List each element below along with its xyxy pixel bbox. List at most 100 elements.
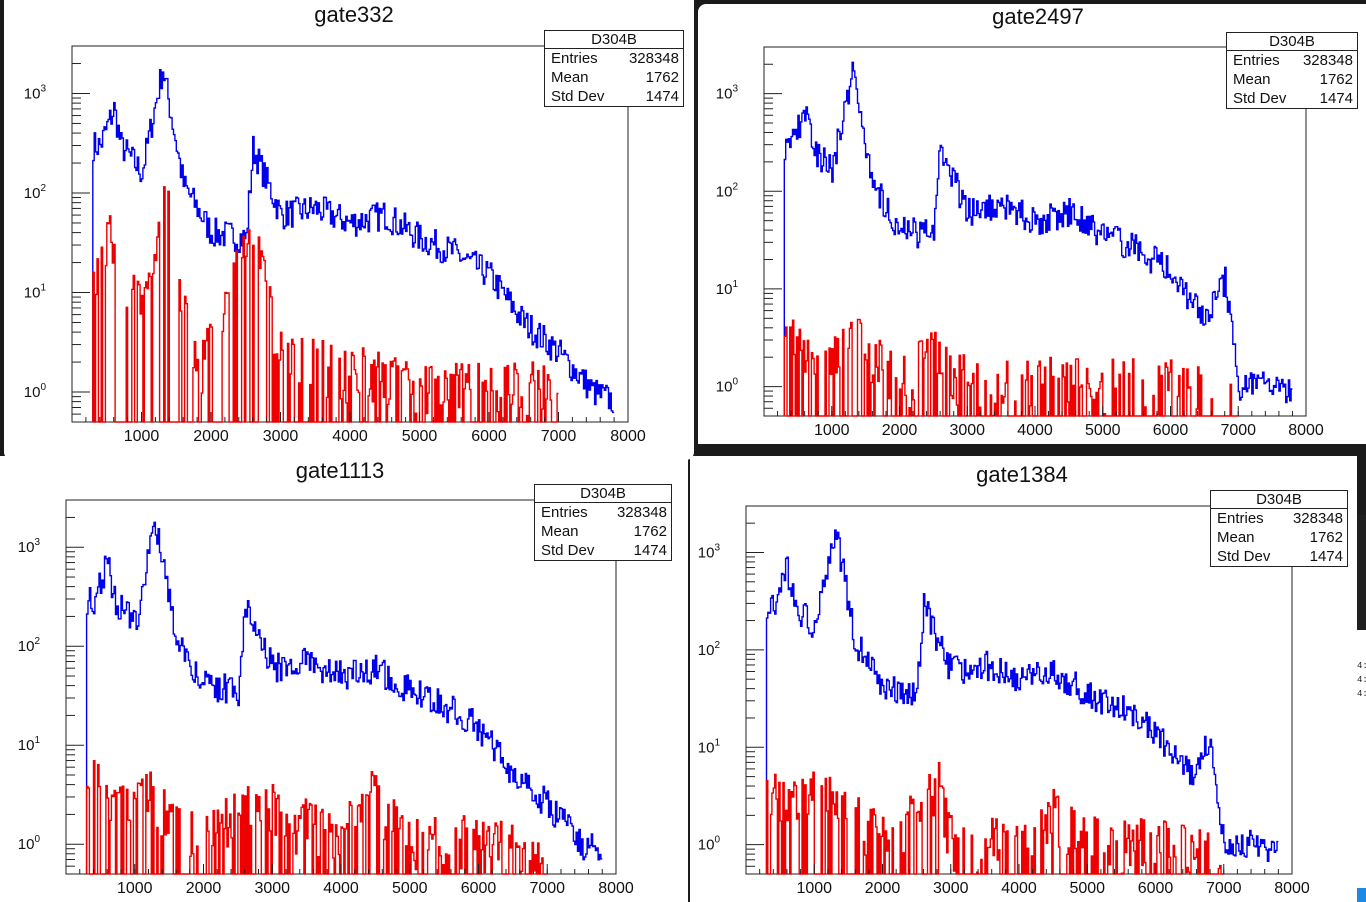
edge-text-1: 4:	[1357, 661, 1366, 671]
stats-box: D304B Entries 328348 Mean 1762 Std Dev 1474	[544, 30, 684, 107]
x-tick-label: 2000	[186, 880, 222, 897]
stats-stddev-label: Std Dev	[1233, 90, 1287, 107]
chart-svg: 1000 2000 3000 4000 5000 6000 7000 8000 100 101 10…	[698, 505, 1310, 897]
edge-text-2: 4:	[1357, 675, 1366, 685]
adjacent-window-dark-area	[1357, 515, 1366, 630]
y-tick-label: 103	[698, 542, 721, 561]
x-tick-label: 6000	[1138, 880, 1174, 897]
chart-title: gate1113	[295, 458, 385, 483]
stats-stddev-value: 1474	[645, 88, 679, 105]
x-tick-label: 8000	[598, 880, 634, 897]
series-red	[92, 186, 559, 423]
series-red	[783, 318, 1239, 417]
stats-entries-value: 328348	[1302, 52, 1353, 69]
x-tick-label: 4000	[332, 428, 368, 445]
x-tick-label: 1000	[796, 880, 832, 897]
stats-name: D304B	[1211, 491, 1347, 509]
chart-svg: 1000 2000 3000 4000 5000 6000 7000 8000 100 101 10…	[18, 499, 634, 897]
series-red	[85, 760, 548, 875]
x-tick-label: 2000	[193, 428, 229, 445]
x-tick-label: 7000	[1206, 880, 1242, 897]
chart-panel-3: gate1113 1000 2000 3000 4000 5000 6000 7000 800…	[0, 456, 688, 902]
chart-title: gate1384	[976, 462, 1068, 487]
y-tick-label: 101	[18, 735, 41, 754]
stats-entries-label: Entries	[551, 50, 598, 67]
x-tick-label: 8000	[1274, 880, 1310, 897]
stats-mean-label: Mean	[1233, 71, 1271, 88]
chart-svg: 1000 2000 3000 4000 5000 6000 7000 8000 100 101 10…	[716, 46, 1324, 439]
chart-title: gate332	[314, 2, 394, 27]
stats-entries-value: 328348	[616, 504, 667, 521]
stats-entries-value: 328348	[1292, 510, 1343, 527]
x-tick-label: 5000	[392, 880, 428, 897]
x-tick-label: 5000	[1069, 880, 1105, 897]
adjacent-window-accent	[1357, 888, 1366, 902]
stats-stddev-value: 1474	[1309, 548, 1343, 565]
stats-stddev-label: Std Dev	[551, 88, 605, 105]
x-tick-label: 6000	[461, 880, 497, 897]
stats-name: D304B	[545, 31, 683, 49]
stats-stddev-value: 1474	[1319, 90, 1353, 107]
stats-mean-label: Mean	[541, 523, 579, 540]
y-tick-label: 100	[698, 835, 721, 854]
series-blue	[92, 69, 615, 422]
y-tick-label: 100	[18, 834, 41, 853]
stats-box: D304B Entries 328348 Mean 1762 Std Dev 1474	[534, 484, 672, 561]
stats-stddev-label: Std Dev	[1217, 548, 1271, 565]
stats-stddev-label: Std Dev	[541, 542, 595, 559]
y-tick-label: 103	[18, 537, 41, 556]
x-tick-label: 6000	[1153, 422, 1189, 439]
x-tick-label: 7000	[529, 880, 565, 897]
adjacent-window-edge: 4: 4: 4:	[1357, 515, 1366, 902]
chart-panel-2: gate2497 1000 2000 3000 4000 5000 6000 7000 800…	[698, 4, 1366, 444]
chart-panel-4: gate1384 1000 2000 3000 4000 5000 6000 7000 800…	[690, 456, 1357, 902]
y-tick-label: 100	[24, 382, 47, 401]
x-tick-label: 5000	[1085, 422, 1121, 439]
x-tick-label: 8000	[610, 428, 646, 445]
y-tick-label: 102	[716, 181, 739, 200]
x-tick-label: 4000	[323, 880, 359, 897]
x-tick-label: 4000	[1017, 422, 1053, 439]
y-tick-label: 103	[716, 84, 739, 103]
x-tick-label: 4000	[1001, 880, 1037, 897]
stats-mean-value: 1762	[645, 69, 679, 86]
y-tick-label: 103	[24, 83, 47, 102]
x-tick-label: 2000	[865, 880, 901, 897]
stats-name: D304B	[535, 485, 671, 503]
x-tick-label: 5000	[402, 428, 438, 445]
x-tick-label: 1000	[117, 880, 153, 897]
x-tick-label: 6000	[471, 428, 507, 445]
series-blue	[765, 529, 1279, 874]
stats-name: D304B	[1227, 33, 1357, 51]
y-tick-label: 102	[24, 183, 47, 202]
stats-entries-value: 328348	[628, 50, 679, 67]
stats-mean-label: Mean	[551, 69, 589, 86]
y-tick-label: 101	[698, 737, 721, 756]
x-tick-label: 3000	[949, 422, 985, 439]
stats-mean-value: 1762	[1309, 529, 1343, 546]
x-tick-label: 7000	[1220, 422, 1256, 439]
x-tick-label: 8000	[1288, 422, 1324, 439]
edge-text-3: 4:	[1357, 689, 1366, 699]
stats-box: D304B Entries 328348 Mean 1762 Std Dev 1474	[1226, 32, 1358, 109]
x-tick-label: 1000	[124, 428, 160, 445]
x-tick-label: 3000	[263, 428, 299, 445]
chart-svg: 1000 2000 3000 4000 5000 6000 7000 8000 100 101 10…	[24, 45, 646, 445]
x-tick-label: 2000	[882, 422, 918, 439]
stats-entries-label: Entries	[1217, 510, 1264, 527]
x-tick-label: 3000	[254, 880, 290, 897]
x-tick-label: 7000	[541, 428, 577, 445]
chart-title: gate2497	[992, 4, 1084, 29]
x-tick-label: 3000	[933, 880, 969, 897]
stats-stddev-value: 1474	[633, 542, 667, 559]
series-blue	[85, 521, 603, 874]
stats-mean-value: 1762	[633, 523, 667, 540]
stats-entries-label: Entries	[541, 504, 588, 521]
chart-panel-1: gate332 1000 2000 3000 4000 5000 6000 7000 8000…	[4, 0, 694, 460]
stats-box: D304B Entries 328348 Mean 1762 Std Dev 1474	[1210, 490, 1348, 567]
y-tick-label: 101	[716, 279, 739, 298]
stats-entries-label: Entries	[1233, 52, 1280, 69]
stats-mean-value: 1762	[1319, 71, 1353, 88]
y-tick-label: 100	[716, 377, 739, 396]
y-tick-label: 101	[24, 283, 47, 302]
